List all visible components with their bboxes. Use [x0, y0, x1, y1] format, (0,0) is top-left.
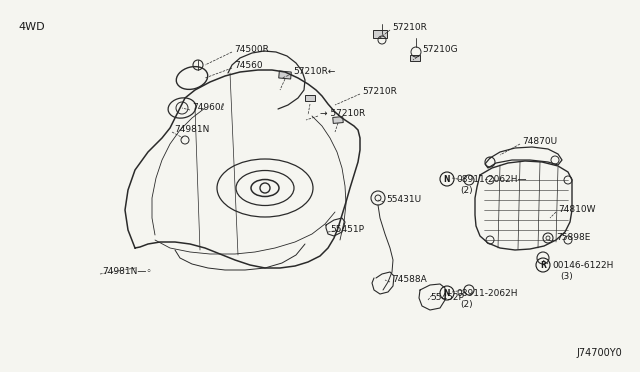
Bar	[278, 71, 291, 79]
Text: 55451P: 55451P	[330, 225, 364, 234]
Text: 74560: 74560	[234, 61, 262, 71]
Text: 55431U: 55431U	[386, 196, 421, 205]
Text: 74981N—◦: 74981N—◦	[102, 267, 152, 276]
Text: 74810W: 74810W	[558, 205, 595, 215]
Text: 74870U: 74870U	[522, 138, 557, 147]
Text: 74960ℓ: 74960ℓ	[192, 103, 225, 112]
Bar	[305, 95, 315, 101]
Bar	[410, 55, 420, 61]
Text: → 57210R: → 57210R	[320, 109, 365, 119]
Text: N: N	[444, 289, 451, 298]
Text: 55452P: 55452P	[430, 294, 464, 302]
Text: (2): (2)	[460, 299, 472, 308]
Text: (3): (3)	[560, 272, 573, 280]
Text: N: N	[444, 174, 451, 183]
Text: 08911-2062H—: 08911-2062H—	[456, 174, 527, 183]
Text: 4WD: 4WD	[18, 22, 45, 32]
Text: 57210R: 57210R	[362, 87, 397, 96]
Text: 57210R: 57210R	[392, 23, 427, 32]
Bar	[333, 116, 343, 124]
Text: 08911-2062H: 08911-2062H	[456, 289, 518, 298]
Text: J74700Y0: J74700Y0	[576, 348, 622, 358]
Text: 74981N: 74981N	[174, 125, 209, 135]
Text: 00146-6122H: 00146-6122H	[552, 260, 613, 269]
Text: 75898E: 75898E	[556, 232, 590, 241]
Text: (2): (2)	[460, 186, 472, 195]
Text: 74588A: 74588A	[392, 276, 427, 285]
Text: R: R	[540, 260, 546, 269]
Text: 57210R←: 57210R←	[293, 67, 335, 77]
Text: 57210G: 57210G	[422, 45, 458, 55]
Bar	[373, 30, 387, 38]
Text: 74500R: 74500R	[234, 45, 269, 55]
